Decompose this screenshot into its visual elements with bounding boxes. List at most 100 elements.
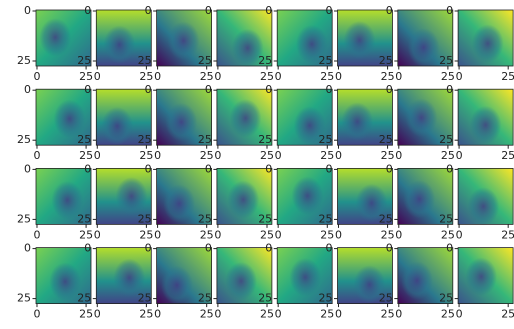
image-shape: [164, 99, 199, 142]
x-tick-label: 0: [33, 228, 40, 241]
y-tick-label: 25: [439, 212, 453, 225]
x-tick-label: 0: [395, 228, 402, 241]
image-shape: [404, 94, 439, 137]
y-tick-label: 25: [77, 292, 91, 305]
y-tick-label: 0: [386, 83, 393, 96]
x-tick-label: 0: [456, 308, 463, 321]
x-tick-label: 0: [395, 149, 402, 162]
y-tick-label: 0: [84, 242, 91, 255]
subplot: 025025: [17, 83, 93, 162]
y-tick-label: 25: [138, 133, 152, 146]
x-tick-label: 25: [381, 308, 395, 321]
y-tick-label: 0: [145, 242, 152, 255]
y-tick-label: 0: [326, 162, 333, 175]
x-tick-label: 25: [441, 228, 455, 241]
x-tick-label: 25: [200, 70, 214, 83]
x-tick-label: 25: [441, 70, 455, 83]
y-tick-label: 0: [386, 242, 393, 255]
y-tick-label: 0: [205, 162, 212, 175]
y-tick-label: 0: [446, 4, 453, 17]
x-tick-label: 0: [94, 149, 101, 162]
image-shape: [100, 103, 135, 146]
image-shape: [470, 20, 505, 63]
y-tick-label: 25: [319, 212, 333, 225]
x-tick-label: 25: [79, 70, 93, 83]
x-tick-label: 25: [79, 228, 93, 241]
x-tick-label: 25: [501, 228, 514, 241]
image-shape: [340, 98, 375, 141]
y-tick-label: 25: [77, 133, 91, 146]
image-shape: [402, 176, 437, 219]
y-tick-label: 0: [265, 83, 272, 96]
x-tick-label: 25: [320, 70, 334, 83]
x-tick-label: 0: [335, 70, 342, 83]
y-tick-label: 25: [77, 54, 91, 67]
image-shape: [406, 24, 441, 67]
y-tick-label: 0: [24, 4, 31, 17]
x-tick-label: 0: [154, 228, 161, 241]
image-shape: [102, 21, 137, 64]
y-tick-label: 0: [265, 242, 272, 255]
y-tick-label: 25: [258, 212, 272, 225]
y-tick-label: 25: [17, 292, 31, 305]
y-tick-label: 25: [258, 133, 272, 146]
x-tick-label: 0: [456, 149, 463, 162]
x-tick-label: 0: [335, 228, 342, 241]
y-tick-label: 0: [145, 162, 152, 175]
x-tick-label: 25: [139, 149, 153, 162]
image-shape: [159, 262, 194, 305]
y-tick-label: 0: [205, 242, 212, 255]
x-tick-label: 25: [320, 308, 334, 321]
x-tick-label: 25: [139, 308, 153, 321]
x-tick-label: 0: [154, 149, 161, 162]
x-tick-label: 0: [94, 308, 101, 321]
image-shape: [114, 173, 149, 216]
figure: 0250250250250250250250250250250250250250…: [0, 0, 514, 329]
y-tick-label: 0: [265, 4, 272, 17]
y-tick-label: 0: [265, 162, 272, 175]
subplot: 0 25 0 25: [17, 4, 93, 83]
x-tick-label: 0: [94, 70, 101, 83]
y-tick-label: 25: [77, 212, 91, 225]
y-tick-label: 0: [145, 4, 152, 17]
image-shape: [162, 180, 197, 223]
y-tick-label: 25: [138, 292, 152, 305]
y-tick-label: 25: [439, 133, 453, 146]
x-tick-label: 25: [501, 308, 514, 321]
x-tick-label: 25: [200, 149, 214, 162]
image-shape: [38, 14, 73, 57]
x-tick-label: 0: [33, 308, 40, 321]
y-tick-label: 0: [24, 83, 31, 96]
x-tick-label: 25: [200, 228, 214, 241]
x-tick-label: 0: [214, 308, 221, 321]
y-tick-label: 25: [379, 292, 393, 305]
x-tick-label: 0: [456, 228, 463, 241]
y-tick-label: 0: [205, 4, 212, 17]
image-shape: [466, 183, 501, 226]
x-tick-label: 0: [275, 149, 282, 162]
image-shape: [224, 258, 259, 301]
y-tick-label: 0: [24, 242, 31, 255]
y-tick-label: 0: [205, 83, 212, 96]
image-shape: [399, 257, 434, 300]
image-shape: [468, 102, 503, 145]
x-tick-label: 25: [381, 228, 395, 241]
y-tick-label: 25: [439, 54, 453, 67]
image-shape: [228, 95, 263, 138]
x-tick-label: 0: [395, 308, 402, 321]
y-tick-label: 0: [326, 242, 333, 255]
y-tick-label: 25: [198, 54, 212, 67]
y-tick-label: 0: [386, 162, 393, 175]
image-shape: [52, 95, 87, 138]
y-tick-label: 0: [84, 83, 91, 96]
y-tick-label: 0: [145, 83, 152, 96]
y-tick-label: 25: [138, 54, 152, 67]
y-tick-label: 25: [319, 133, 333, 146]
x-tick-label: 25: [260, 308, 274, 321]
x-tick-label: 25: [200, 308, 214, 321]
y-tick-label: 25: [379, 212, 393, 225]
y-tick-label: 25: [258, 54, 272, 67]
y-tick-label: 0: [84, 4, 91, 17]
x-tick-label: 0: [154, 308, 161, 321]
